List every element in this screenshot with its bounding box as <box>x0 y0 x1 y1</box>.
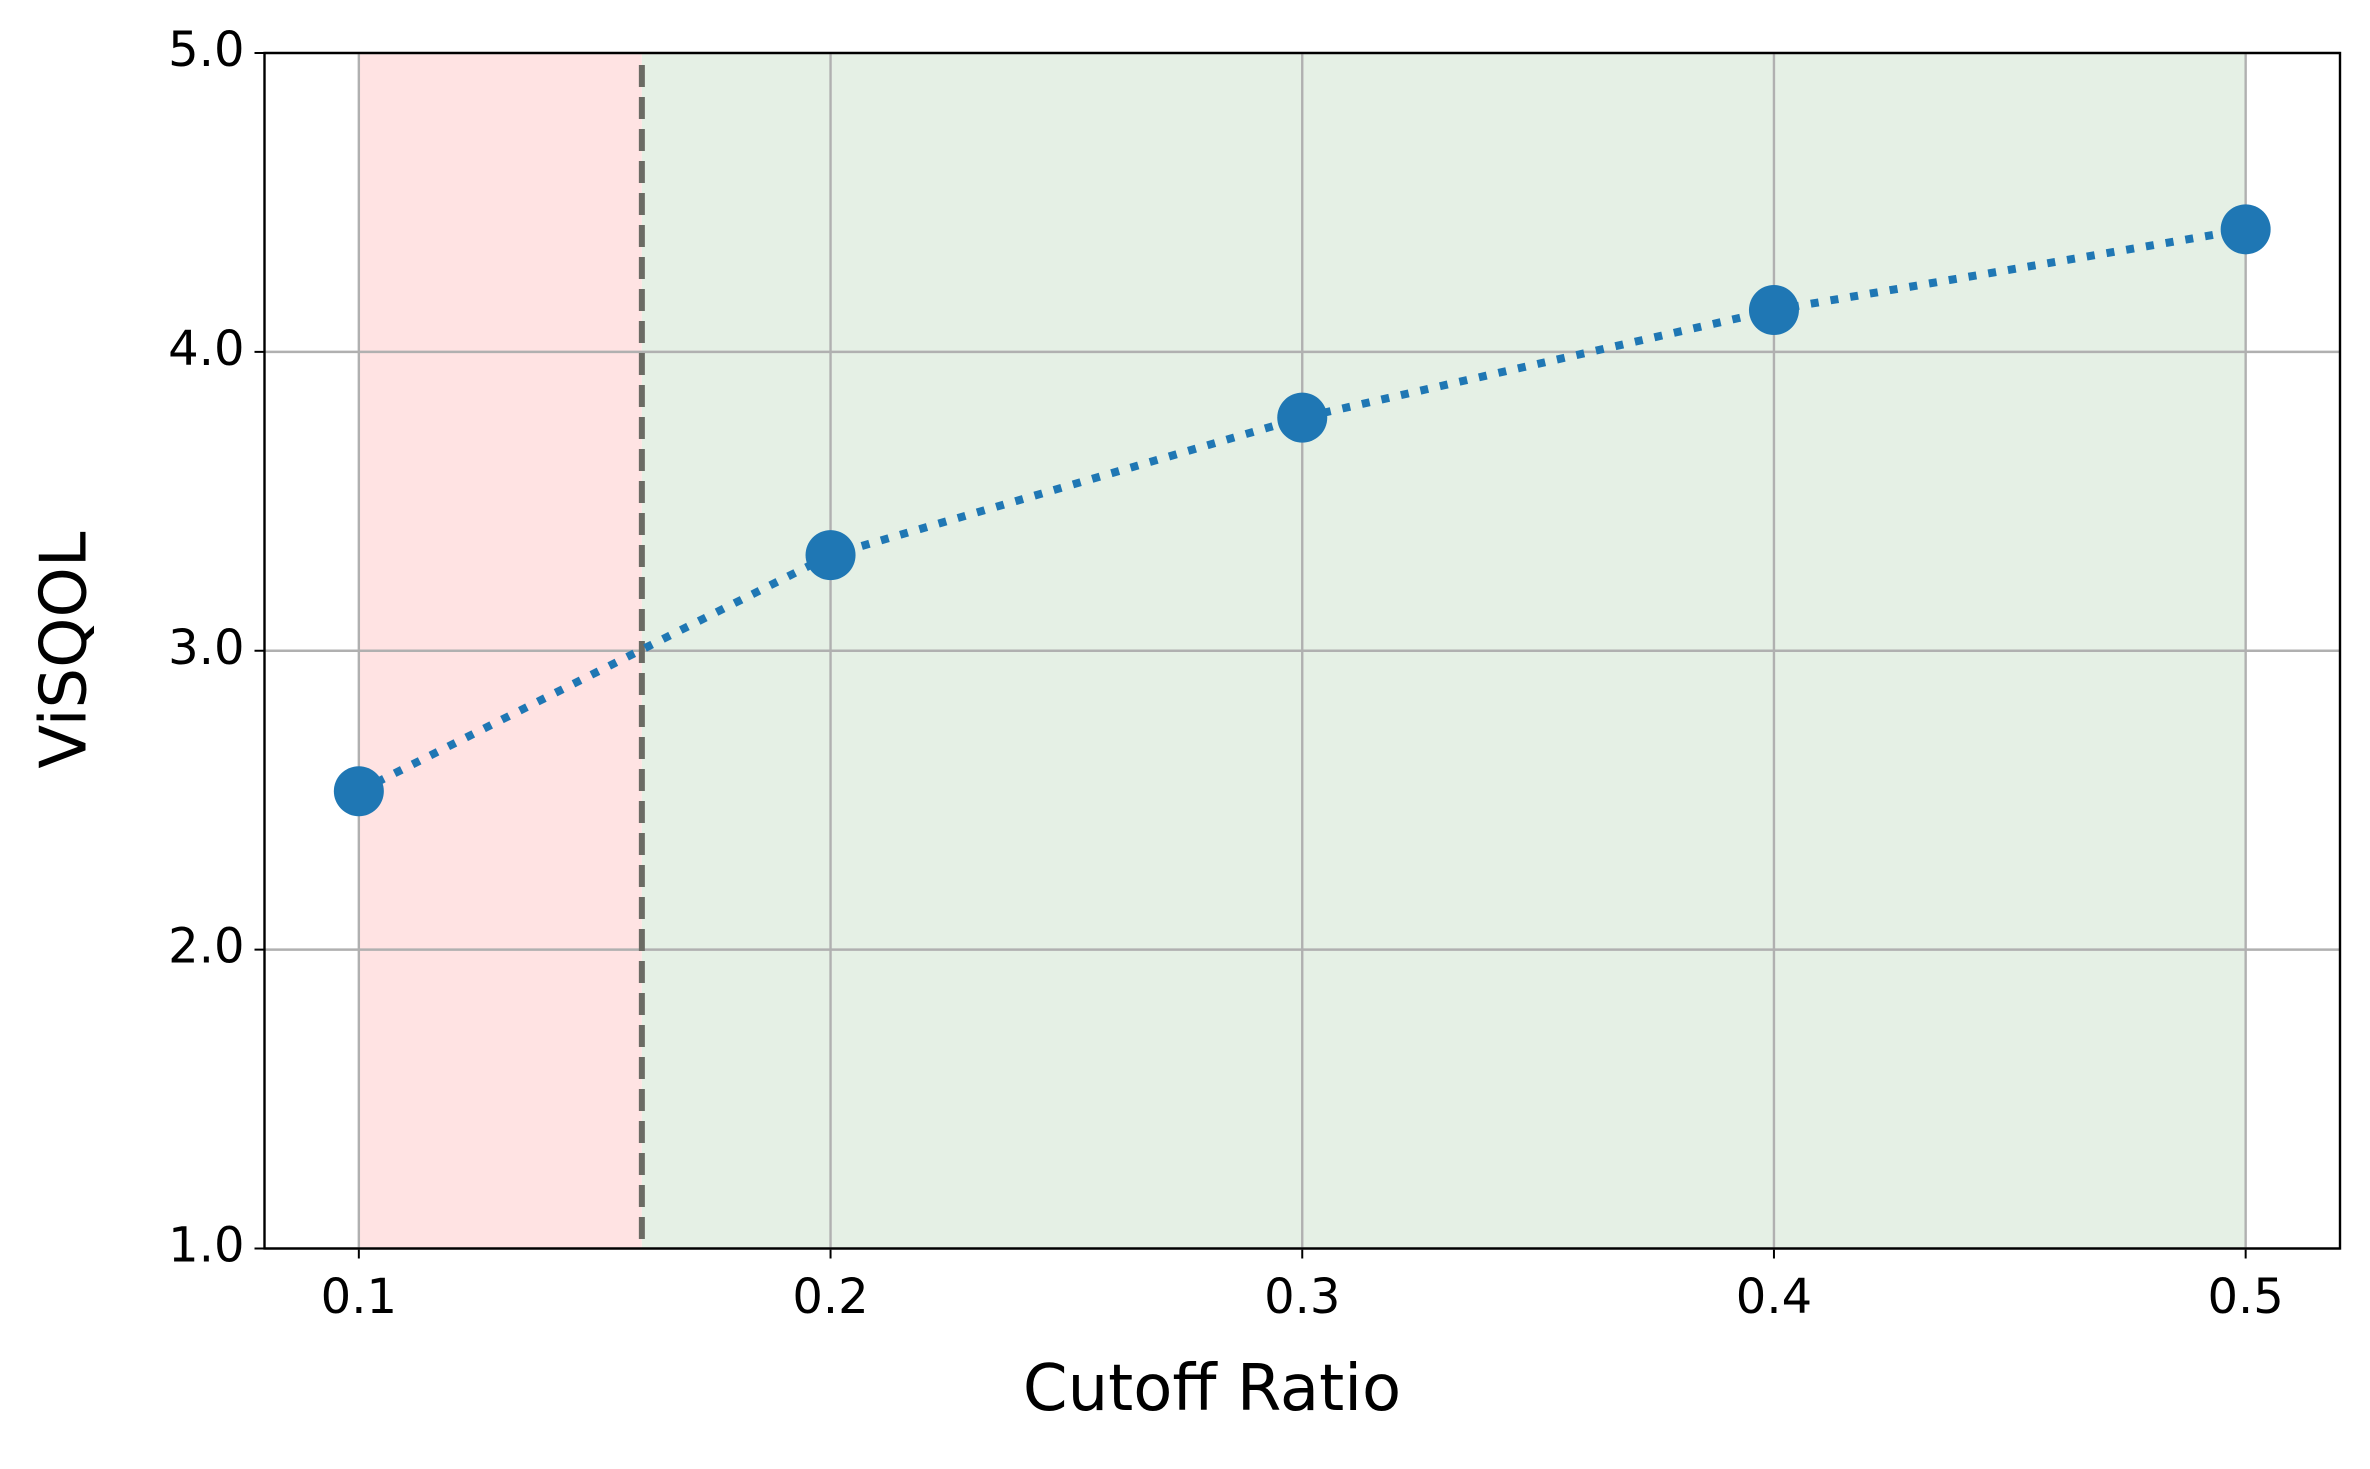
data-line <box>357 225 2247 795</box>
y-tick-label: 4.0 <box>168 321 244 377</box>
data-point <box>1748 285 1799 336</box>
x-tick-label: 0.5 <box>2207 1269 2283 1325</box>
y-tick-label: 2.0 <box>168 919 244 975</box>
x-tick-label: 0.2 <box>792 1269 868 1325</box>
x-tick-label: 0.1 <box>321 1269 397 1325</box>
data-point <box>805 530 856 581</box>
data-point <box>333 766 384 817</box>
y-tick-label: 1.0 <box>168 1218 244 1274</box>
x-tick-label: 0.3 <box>1264 1269 1340 1325</box>
x-axis-label: Cutoff Ratio <box>1023 1352 1401 1426</box>
x-tick-label: 0.4 <box>1736 1269 1812 1325</box>
plot-frame <box>263 51 2342 1250</box>
y-tick-label: 3.0 <box>168 620 244 676</box>
data-point <box>2220 204 2271 255</box>
y-axis-label: ViSQOL <box>28 531 102 769</box>
data-point <box>1277 392 1328 443</box>
y-tick-label: 5.0 <box>168 22 244 78</box>
